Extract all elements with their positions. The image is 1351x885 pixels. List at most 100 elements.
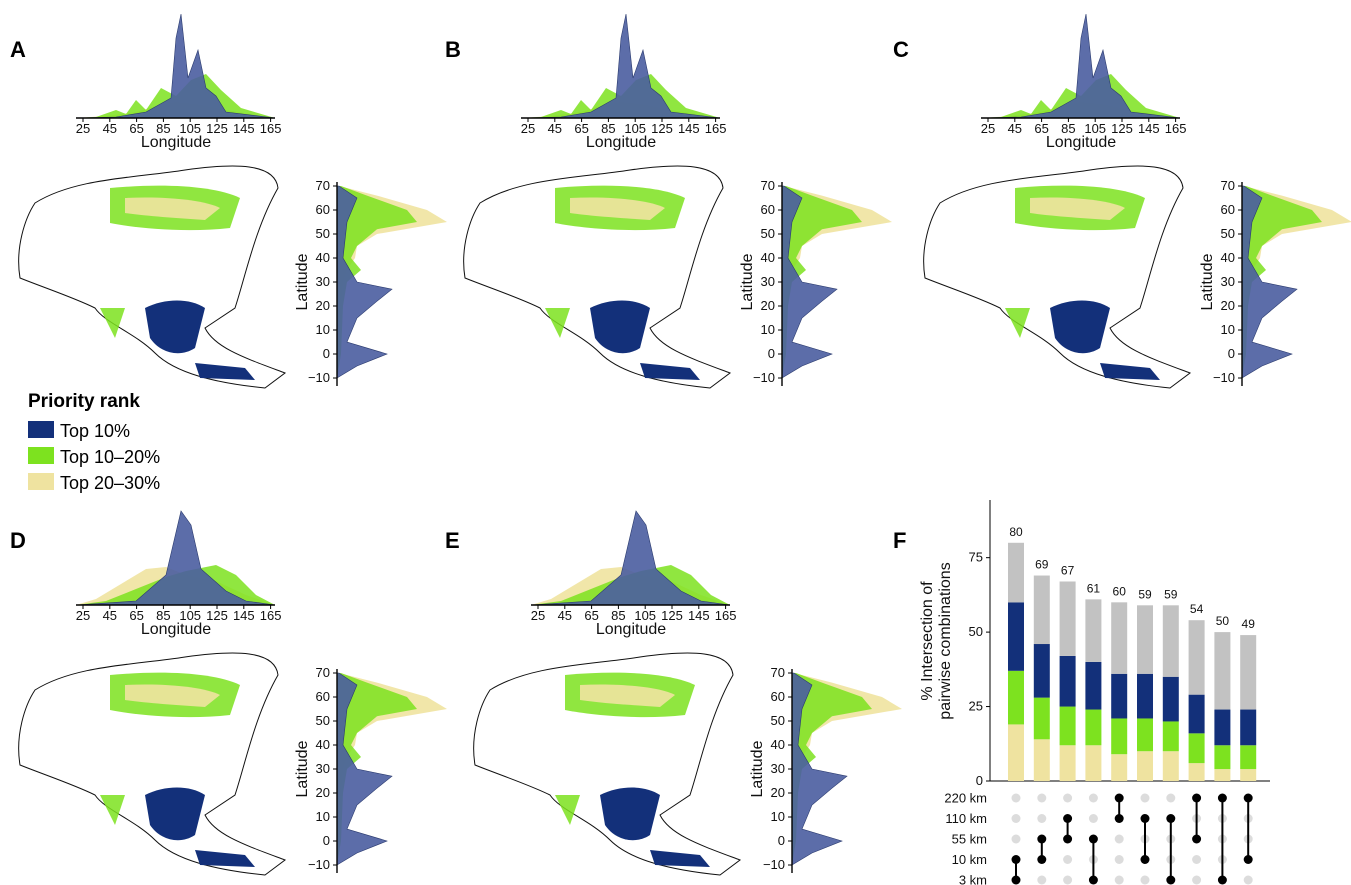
bar-segment-remainder <box>1188 620 1205 695</box>
map-region-top10-islands <box>195 363 255 380</box>
legend-label-top20-30: Top 20–30% <box>60 473 160 493</box>
matrix-dot-inactive <box>1114 855 1124 864</box>
bar-segment-top10-20 <box>1008 670 1024 725</box>
latitude-density: 70 60 50 40 30 20 10 0 −10 Latitude <box>739 178 892 386</box>
lon-tick-label: 85 <box>156 121 170 136</box>
matrix-dot-inactive <box>1011 834 1021 844</box>
bar-segment-top20-30 <box>1240 769 1257 781</box>
matrix-dot-inactive <box>1140 875 1150 885</box>
map-asia-map <box>463 165 732 389</box>
lat-curve-top10 <box>336 185 393 379</box>
bar-segment-remainder <box>1085 599 1102 662</box>
lat-tick-label: 0 <box>1228 346 1235 361</box>
upset-ylabel-line1: % Intersection of <box>919 581 936 701</box>
lat-tick-label: 0 <box>778 833 785 848</box>
map-region-top10-20-india <box>1005 308 1030 338</box>
bar-segment-top10-20 <box>1085 709 1102 746</box>
panel-A: A 25 45 65 85 105 125 145 165 Longitude 70 60 50 40 30… <box>10 13 447 389</box>
matrix-dot-inactive <box>1114 834 1124 844</box>
lat-tick-label: 20 <box>316 298 330 313</box>
panel-letter-C: C <box>893 37 909 62</box>
bar-segment-remainder <box>1162 605 1179 677</box>
bar-segment-top10-20 <box>1188 733 1205 764</box>
bar-segment-top10 <box>1137 673 1153 719</box>
bar-segment-top20-30 <box>1214 769 1231 781</box>
lat-tick-label: 20 <box>761 298 775 313</box>
lon-tick-label: 105 <box>634 608 656 623</box>
lat-tick-label: 70 <box>761 178 775 193</box>
bar-total-label: 67 <box>1061 563 1075 577</box>
bar-segment-top10 <box>1214 709 1231 746</box>
bar-segment-top10 <box>1111 673 1128 719</box>
lat-tick-label: 60 <box>316 202 330 217</box>
matrix-dot-inactive <box>1063 793 1073 803</box>
latitude-density: 70 60 50 40 30 20 10 0 −10 Latitude <box>1199 178 1351 386</box>
bar-segment-top10 <box>1162 676 1179 722</box>
bar-segment-top10-20 <box>1059 706 1076 746</box>
lat-tick-label: 50 <box>761 226 775 241</box>
map-region-top10-islands <box>1100 363 1160 380</box>
lon-curve-top10 <box>530 510 731 606</box>
bar-segment-top10 <box>1085 661 1102 710</box>
upset-ytick-label: 50 <box>969 624 983 639</box>
lat-curve-top10 <box>791 672 848 866</box>
map-region-top10-islands <box>640 363 700 380</box>
bar-segment-top10 <box>1188 694 1205 734</box>
bar-segment-top20-30 <box>1059 745 1076 781</box>
panel-E: E 25 45 65 85 105 125 145 165 Longitude 70 60 50 40 30… <box>445 510 902 876</box>
lon-tick-label: 145 <box>233 121 255 136</box>
lon-tick-label: 65 <box>129 608 143 623</box>
lat-tick-label: 0 <box>768 346 775 361</box>
lon-axis-title: Longitude <box>141 621 211 638</box>
latitude-density: 70 60 50 40 30 20 10 0 −10 Latitude <box>294 178 447 386</box>
map-asia-map <box>18 165 287 389</box>
map-asia-map <box>923 165 1192 389</box>
bar-segment-top10 <box>1059 655 1076 707</box>
map-region-top10 <box>145 787 205 841</box>
lon-tick-label: 25 <box>981 121 995 136</box>
lat-curve-top10-20 <box>792 673 872 865</box>
matrix-dot-inactive <box>1192 875 1202 885</box>
lat-tick-label: 40 <box>771 737 785 752</box>
lon-axis-title: Longitude <box>596 621 666 638</box>
lat-tick-label: 70 <box>316 665 330 680</box>
lat-curve-top10-20 <box>1242 186 1322 378</box>
bar-segment-remainder <box>1137 605 1153 674</box>
matrix-dot-inactive <box>1192 855 1202 864</box>
lat-tick-label: −10 <box>753 370 775 385</box>
matrix-dot-inactive <box>1088 814 1098 823</box>
map-region-top10-20-india <box>100 308 125 338</box>
lon-tick-label: 165 <box>715 608 737 623</box>
lon-tick-label: 85 <box>601 121 615 136</box>
matrix-dot-inactive <box>1063 855 1073 864</box>
lat-axis-title: Latitude <box>294 740 311 797</box>
lat-tick-label: 60 <box>761 202 775 217</box>
bar-segment-remainder <box>1111 602 1128 674</box>
set-label: 3 km <box>959 873 987 885</box>
lon-tick-label: 145 <box>233 608 255 623</box>
lon-tick-label: 45 <box>103 608 117 623</box>
lat-tick-label: 50 <box>1221 226 1235 241</box>
lon-curve-top10 <box>980 13 1181 119</box>
panel-B: B 25 45 65 85 105 125 145 165 Longitude 70 60 50 40 30… <box>445 13 892 389</box>
lat-tick-label: 10 <box>761 322 775 337</box>
lon-tick-label: 85 <box>1061 121 1075 136</box>
lat-tick-label: 30 <box>316 274 330 289</box>
lat-tick-label: 40 <box>761 250 775 265</box>
lat-tick-label: 20 <box>316 785 330 800</box>
bar-segment-top10-20 <box>1137 718 1153 752</box>
map-asia-map <box>18 652 287 876</box>
matrix-dot-inactive <box>1166 793 1176 803</box>
lat-axis-title: Latitude <box>749 740 766 797</box>
map-region-top20-30 <box>125 684 220 707</box>
lat-tick-label: 10 <box>771 809 785 824</box>
lon-tick-label: 45 <box>548 121 562 136</box>
map-region-top10-20-india <box>555 795 580 825</box>
lat-axis-title: Latitude <box>739 253 756 310</box>
lon-tick-label: 125 <box>206 608 228 623</box>
lat-axis-title: Latitude <box>1199 253 1216 310</box>
lon-curve-top10 <box>520 13 721 119</box>
bar-segment-remainder <box>1059 581 1076 656</box>
matrix-dot-inactive <box>1037 814 1047 823</box>
upset-chart: F % Intersection of pairwise combination… <box>893 500 1270 885</box>
